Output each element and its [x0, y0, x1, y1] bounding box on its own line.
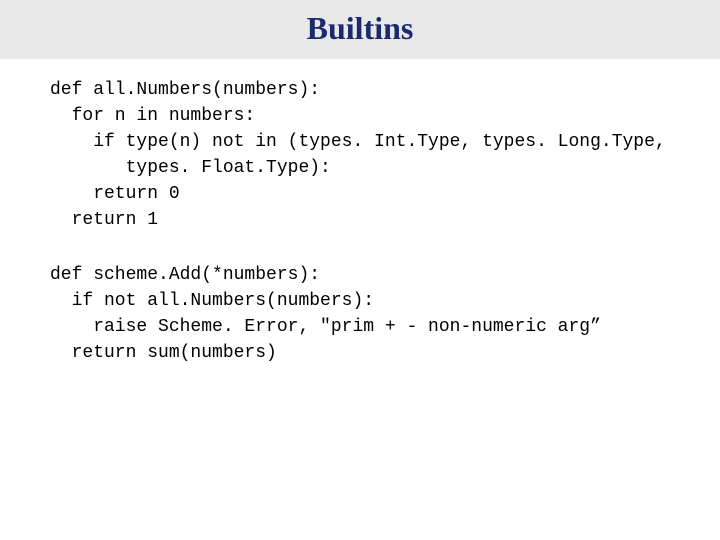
title-bar: Builtins: [0, 0, 720, 59]
code-block-2: def scheme.Add(*numbers): if not all.Num…: [0, 234, 720, 366]
slide-title: Builtins: [0, 10, 720, 47]
code-block-1: def all.Numbers(numbers): for n in numbe…: [0, 59, 720, 234]
slide: Builtins def all.Numbers(numbers): for n…: [0, 0, 720, 540]
